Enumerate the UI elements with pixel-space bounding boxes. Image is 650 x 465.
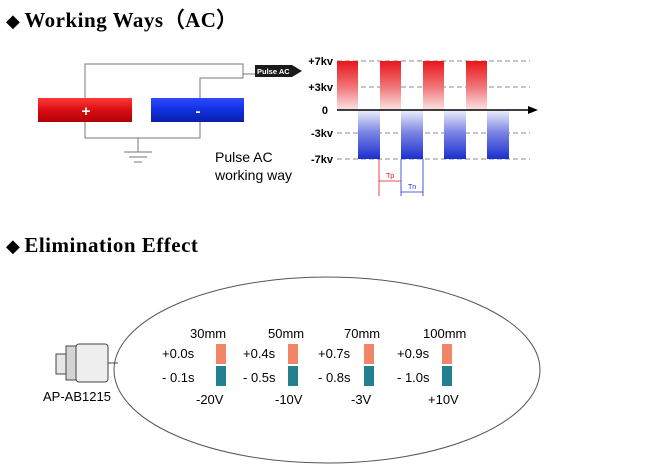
voltage-label: -10V bbox=[275, 392, 303, 407]
working-ways-heading: ◆ Working Ways（AC） bbox=[6, 4, 238, 34]
distance-label: 50mm bbox=[268, 326, 304, 341]
positive-time: +0.9s bbox=[397, 346, 430, 361]
negative-bar bbox=[442, 366, 452, 386]
positive-time: +0.0s bbox=[162, 346, 195, 361]
axis-arrow-icon bbox=[528, 106, 538, 114]
level-label: 0 bbox=[322, 105, 328, 117]
tn-label: Tn bbox=[408, 184, 416, 191]
diamond-bullet-icon: ◆ bbox=[6, 11, 21, 31]
plus-sign: + bbox=[82, 103, 91, 120]
period-markers bbox=[378, 159, 424, 196]
positive-wire bbox=[84, 63, 255, 100]
positive-pulse bbox=[466, 61, 487, 110]
minus-sign: - bbox=[196, 103, 201, 120]
negative-bar bbox=[288, 366, 298, 386]
negative-pulse bbox=[358, 110, 380, 159]
voltage-label: -20V bbox=[196, 392, 224, 407]
voltage-label: -3V bbox=[351, 392, 372, 407]
voltage-label: +10V bbox=[428, 392, 459, 407]
circuit-diagram bbox=[84, 63, 255, 152]
level-label: +3kv bbox=[308, 82, 334, 94]
positive-bar bbox=[442, 344, 452, 364]
device-label: AP-AB1215 bbox=[43, 389, 111, 404]
negative-pulse bbox=[444, 110, 466, 159]
negative-electrode-bar bbox=[151, 98, 244, 122]
ground-symbol-icon bbox=[124, 151, 152, 163]
distance-label: 70mm bbox=[344, 326, 380, 341]
negative-wire bbox=[199, 74, 244, 102]
positive-time: +0.7s bbox=[318, 346, 351, 361]
positive-time: +0.4s bbox=[243, 346, 276, 361]
positive-bar bbox=[216, 344, 226, 364]
pulse-ac-tag bbox=[255, 65, 302, 77]
level-label: +7kv bbox=[308, 56, 334, 68]
distance-label: 30mm bbox=[190, 326, 226, 341]
positive-pulse bbox=[380, 61, 401, 110]
negative-bar bbox=[216, 366, 226, 386]
caption-line-2: working way bbox=[214, 167, 292, 183]
negative-pulse bbox=[487, 110, 509, 159]
ground-wire bbox=[84, 120, 201, 139]
positive-bar bbox=[288, 344, 298, 364]
level-label: -7kv bbox=[311, 154, 334, 166]
working-ways-title: Working Ways（AC） bbox=[24, 8, 238, 32]
negative-time: - 0.1s bbox=[162, 370, 195, 385]
tp-label: Tp bbox=[386, 173, 394, 180]
negative-time: - 0.8s bbox=[318, 370, 351, 385]
measurement-column: 50mm +0.4s - 0.5s -10V bbox=[243, 326, 304, 407]
test-area-ellipse bbox=[113, 276, 541, 464]
ionizer-device-icon bbox=[55, 343, 118, 383]
positive-pulse bbox=[337, 61, 358, 110]
level-labels: +7kv +3kv 0 -3kv -7kv bbox=[308, 56, 334, 166]
pulse-ac-tag-label: Pulse AC bbox=[257, 67, 290, 76]
measurement-column: 100mm +0.9s - 1.0s +10V bbox=[397, 326, 466, 407]
positive-pulse bbox=[423, 61, 444, 110]
measurement-columns: 30mm +0.0s - 0.1s -20V 50mm +0.4s - 0.5s… bbox=[162, 326, 466, 407]
diamond-bullet-icon: ◆ bbox=[6, 236, 21, 256]
negative-time: - 0.5s bbox=[243, 370, 276, 385]
negative-bar bbox=[364, 366, 374, 386]
level-label: -3kv bbox=[311, 128, 334, 140]
positive-electrode-bar bbox=[38, 98, 132, 122]
positive-bar bbox=[364, 344, 374, 364]
measurement-column: 30mm +0.0s - 0.1s -20V bbox=[162, 326, 226, 407]
elimination-effect-heading: ◆ Elimination Effect bbox=[6, 233, 198, 258]
distance-label: 100mm bbox=[423, 326, 466, 341]
caption-line-1: Pulse AC bbox=[215, 149, 273, 165]
negative-time: - 1.0s bbox=[397, 370, 430, 385]
negative-pulse bbox=[401, 110, 423, 159]
elimination-effect-title: Elimination Effect bbox=[24, 233, 199, 257]
measurement-column: 70mm +0.7s - 0.8s -3V bbox=[318, 326, 380, 407]
waveform-chart: +7kv +3kv 0 -3kv -7kv Tp Tn bbox=[308, 56, 538, 196]
